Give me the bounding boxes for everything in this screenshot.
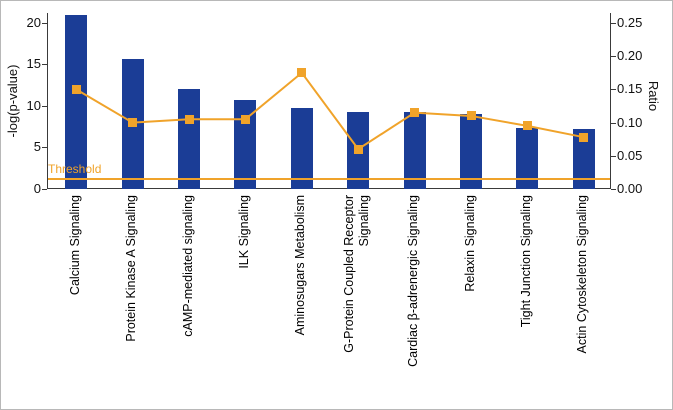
left-axis-tick-mark	[42, 22, 47, 24]
x-axis-category-label: Actin Cytoskeleton Signaling	[575, 195, 590, 354]
right-axis-tick-mark	[611, 89, 616, 91]
right-axis-tick-mark	[611, 155, 616, 157]
left-axis-tick-label: 5	[33, 139, 41, 155]
left-axis-tick-label: 15	[26, 56, 41, 72]
x-axis-category-label: Aminosugars Metabolism	[293, 195, 308, 336]
ratio-marker	[410, 108, 420, 118]
ratio-marker	[522, 121, 532, 131]
ratio-marker	[240, 114, 250, 124]
plot-area	[47, 13, 611, 189]
ratio-marker	[466, 111, 476, 121]
ratio-marker	[297, 68, 307, 78]
ratio-marker	[128, 118, 138, 128]
x-axis-category-label: Cardiac β-adrenergic Signaling	[406, 195, 421, 367]
ratio-trend-svg	[75, 71, 584, 151]
ratio-marker	[579, 132, 589, 142]
x-axis-category-label: Calcium Signaling	[67, 195, 82, 296]
right-axis-tick-mark	[611, 56, 616, 58]
threshold-line	[48, 177, 610, 180]
pvalue-bar	[572, 129, 595, 189]
x-axis-category-label: Protein Kinase A Signaling	[124, 195, 139, 342]
pvalue-bar	[516, 128, 539, 189]
right-axis-tick-mark	[611, 189, 616, 190]
right-axis-tick-label: 0.20	[617, 48, 643, 64]
pvalue-bar	[290, 108, 313, 189]
left-axis-tick-mark	[42, 189, 47, 190]
right-axis-tick-label: 0.05	[617, 147, 643, 163]
right-axis-tick-label: 0.25	[617, 14, 643, 30]
left-axis-tick-label: 0	[33, 181, 41, 196]
ratio-marker	[71, 84, 81, 94]
x-axis-category-label: G-Protein Coupled Receptor Signaling	[342, 195, 372, 353]
threshold-label: Threshold	[48, 161, 102, 176]
x-axis-category-label: ILK Signaling	[236, 195, 251, 269]
left-axis-tick-label: 20	[26, 14, 41, 30]
ratio-polyline	[75, 71, 584, 151]
x-axis-category-label: Tight Junction Signaling	[518, 195, 533, 328]
x-axis-category-label: cAMP-mediated signaling	[180, 195, 195, 337]
pvalue-bar	[403, 111, 426, 189]
right-axis-tick-label: 0.15	[617, 81, 643, 97]
pvalue-bar	[460, 114, 482, 189]
left-axis-tick-mark	[42, 64, 47, 66]
left-axis-tick-label: 10	[26, 97, 41, 113]
ratio-marker	[353, 144, 363, 154]
pvalue-bar	[234, 100, 257, 189]
left-axis-tick-mark	[42, 105, 47, 107]
right-axis-tick-mark	[611, 22, 616, 24]
right-axis-tick-mark	[611, 122, 616, 124]
right-axis-tick-label: 0.00	[617, 181, 643, 196]
right-axis-tick-label: 0.10	[617, 114, 643, 130]
pvalue-bar	[178, 88, 200, 189]
x-axis-category-label: Relaxin Signaling	[462, 195, 477, 292]
pvalue-bar	[65, 14, 88, 189]
left-axis-tick-mark	[42, 147, 47, 149]
ratio-marker	[184, 114, 194, 124]
